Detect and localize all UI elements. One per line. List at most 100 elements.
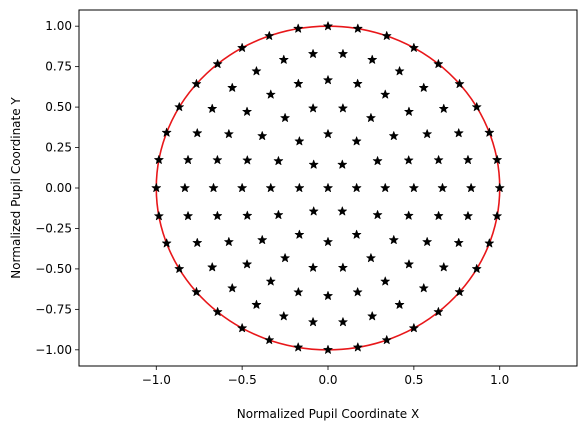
data-point xyxy=(161,238,172,248)
data-point xyxy=(227,283,237,293)
data-point xyxy=(161,127,172,137)
x-tick-label: −0.5 xyxy=(228,373,257,387)
data-point xyxy=(208,183,219,193)
data-point xyxy=(454,128,464,138)
data-point xyxy=(372,156,383,166)
data-point xyxy=(404,155,414,165)
data-point xyxy=(242,106,252,116)
data-point xyxy=(439,103,449,113)
data-point xyxy=(404,106,414,116)
data-point xyxy=(264,31,274,40)
data-point xyxy=(454,79,465,89)
y-tick-label: 0.75 xyxy=(45,60,72,74)
data-point xyxy=(439,262,449,272)
data-point xyxy=(419,283,429,293)
data-point xyxy=(466,183,476,193)
data-point xyxy=(212,59,223,69)
data-point xyxy=(264,335,274,345)
data-point xyxy=(472,264,482,273)
data-point xyxy=(352,78,363,88)
data-point xyxy=(294,183,305,193)
data-point xyxy=(251,66,262,76)
data-point xyxy=(323,344,333,354)
data-point xyxy=(280,113,290,122)
data-point xyxy=(351,183,362,193)
data-point xyxy=(338,317,348,327)
data-point xyxy=(242,155,252,165)
data-point xyxy=(366,253,376,263)
data-point xyxy=(183,211,193,221)
data-point xyxy=(212,307,223,316)
data-point xyxy=(389,235,399,245)
data-point xyxy=(191,79,202,89)
data-point xyxy=(294,136,305,146)
x-tick-label: 0.5 xyxy=(404,373,423,387)
data-point xyxy=(337,206,347,216)
data-point xyxy=(293,342,303,352)
data-point xyxy=(237,323,247,333)
data-point xyxy=(380,276,390,286)
data-point xyxy=(191,287,202,297)
data-point xyxy=(437,183,448,193)
data-point xyxy=(251,299,262,309)
data-point xyxy=(257,131,267,141)
data-point xyxy=(212,211,223,220)
data-point xyxy=(308,49,318,58)
data-point xyxy=(207,262,217,272)
data-point xyxy=(323,183,333,193)
data-point xyxy=(433,211,444,220)
data-point xyxy=(463,211,473,221)
x-tick-label: 1.0 xyxy=(490,373,509,387)
data-point xyxy=(492,211,502,221)
data-point xyxy=(351,229,362,239)
data-point xyxy=(394,66,405,76)
data-point xyxy=(433,155,444,165)
data-point xyxy=(212,155,223,165)
data-point xyxy=(433,59,444,69)
data-point xyxy=(257,235,267,245)
data-point xyxy=(492,155,502,164)
data-point xyxy=(154,155,164,164)
data-point xyxy=(422,237,432,246)
data-point xyxy=(323,21,333,31)
x-axis-label: Normalized Pupil Coordinate X xyxy=(237,407,419,421)
data-point xyxy=(309,206,319,216)
data-point xyxy=(154,211,164,221)
data-point xyxy=(242,210,252,220)
data-point xyxy=(472,102,482,112)
y-tick-label: 0.50 xyxy=(45,100,72,114)
data-point xyxy=(353,342,363,352)
data-point xyxy=(266,89,276,99)
data-point xyxy=(207,103,217,113)
data-point xyxy=(280,253,290,263)
data-point xyxy=(367,311,377,321)
data-point xyxy=(227,82,237,92)
data-point xyxy=(224,129,234,139)
y-tick-label: −1.00 xyxy=(35,343,72,357)
data-point xyxy=(382,335,392,345)
y-tick-label: 0.25 xyxy=(45,141,72,155)
data-point xyxy=(338,262,348,272)
data-point xyxy=(308,262,318,272)
data-point xyxy=(273,210,284,219)
data-point xyxy=(484,127,495,137)
data-point xyxy=(454,237,464,247)
data-point xyxy=(495,183,505,193)
data-point xyxy=(352,287,363,297)
data-point xyxy=(404,259,414,269)
data-point xyxy=(294,229,305,239)
data-point xyxy=(337,159,347,169)
data-point xyxy=(323,129,333,139)
y-tick-label: −0.50 xyxy=(35,262,72,276)
data-point xyxy=(380,183,390,193)
data-point xyxy=(237,183,247,193)
data-point xyxy=(366,113,376,122)
data-point xyxy=(192,237,202,247)
data-point xyxy=(394,299,405,309)
data-point xyxy=(404,210,414,220)
data-point xyxy=(409,323,419,333)
data-point xyxy=(372,210,383,219)
y-tick-label: −0.25 xyxy=(35,221,72,235)
data-point xyxy=(308,103,318,113)
